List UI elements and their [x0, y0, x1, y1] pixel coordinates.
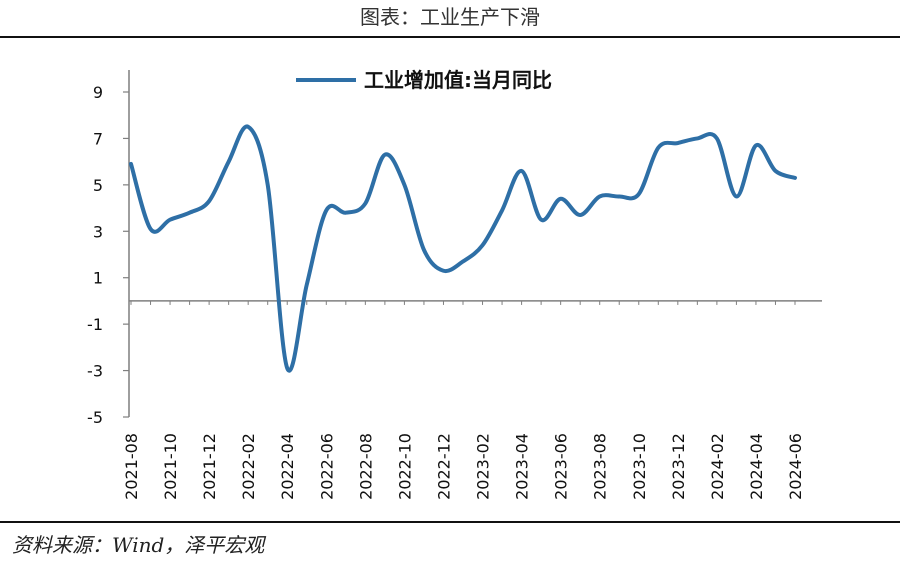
y-tick-label: 1: [93, 269, 103, 288]
y-tick-label: -1: [87, 315, 103, 334]
x-tick-label: 2023-02: [474, 433, 493, 500]
y-tick-label: 7: [93, 129, 103, 148]
x-tick-label: 2021-08: [122, 433, 141, 500]
bottom-rule: [0, 521, 900, 523]
chart-axes: 9 7 5 3 1 -1 -3 -5 2021-08 2021-10 2021-12 2022-02 2…: [87, 70, 822, 500]
series-line: [129, 124, 797, 373]
x-tick-label: 2021-10: [161, 433, 180, 500]
y-tick-label: -5: [87, 408, 103, 427]
x-tick-label: 2023-10: [630, 433, 649, 500]
figure-title: 图表：工业生产下滑: [360, 5, 540, 29]
x-tick-label: 2024-02: [708, 433, 727, 500]
x-tick-label: 2023-12: [669, 433, 688, 500]
x-tick-label: 2021-12: [200, 433, 219, 500]
x-tick-label: 2022-12: [434, 433, 453, 500]
legend-label: 工业增加值:当月同比: [364, 68, 552, 92]
x-tick-label: 2024-04: [747, 433, 766, 500]
x-tick-label: 2022-06: [317, 433, 336, 500]
source-note: 资料来源：Wind，泽平宏观: [12, 533, 265, 557]
x-tick-label: 2022-04: [278, 433, 297, 500]
y-tick-label: 9: [93, 83, 103, 102]
series-layer: [129, 124, 797, 373]
y-tick-label: 3: [93, 222, 103, 241]
x-tick-label: 2023-08: [591, 433, 610, 500]
x-tick-label: 2024-06: [786, 433, 805, 500]
chart-legend: 工业增加值:当月同比: [296, 68, 552, 92]
y-tick-label: -3: [87, 362, 103, 381]
x-tick-label: 2022-02: [239, 433, 258, 500]
x-tick-label: 2022-08: [356, 433, 375, 500]
y-tick-label: 5: [93, 176, 103, 195]
x-tick-label: 2023-04: [513, 433, 532, 500]
x-tick-label: 2022-10: [395, 433, 414, 500]
line-chart: 9 7 5 3 1 -1 -3 -5 2021-08 2021-10 2021-12 2022-02 2…: [87, 68, 822, 500]
top-rule: [0, 36, 900, 38]
x-tick-label: 2023-06: [552, 433, 571, 500]
